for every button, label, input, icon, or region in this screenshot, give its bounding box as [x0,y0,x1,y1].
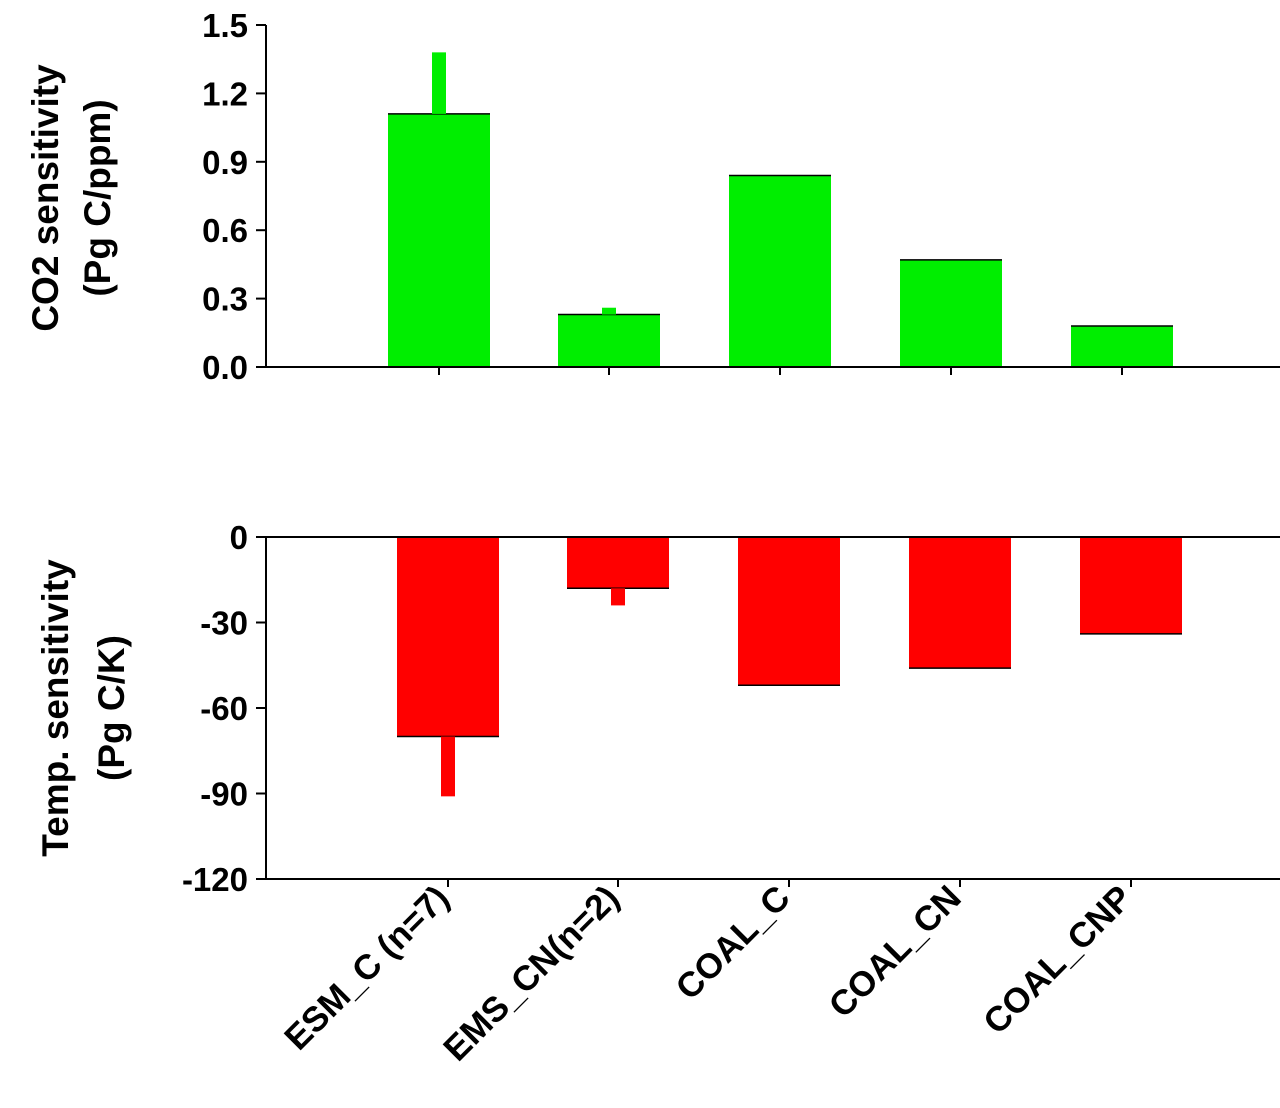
bar-coal-cnp [1080,537,1182,634]
co2-sensitivity-panel: 0.0 0.3 0.6 0.9 1.2 1.5 CO2 sensitivity (Pg C/p… [25,7,1280,386]
temp-sensitivity-panel: -120 -90 -60 -30 0 Temp. sensitivity (Pg C/K) [35,519,1280,898]
error-bar [441,736,455,797]
category-label: EMS_CN(n=2) [436,878,627,1069]
y-tick-label: -60 [200,690,248,727]
y-tick-label: -120 [182,861,248,898]
y-tick-label: 0 [230,519,248,556]
y-tick-label: 0.9 [202,144,248,181]
category-labels: ESM_C (n=7)EMS_CN(n=2) COAL_C COAL_CN COAL_… [277,878,1140,1069]
category-label: ESM_C (n=7) [277,878,457,1058]
error-bar [432,52,446,114]
y-tick-label: 1.5 [202,7,248,44]
y-axis-label: Temp. sensitivity [35,559,76,857]
category-label: COAL_CN [821,878,968,1025]
bar-coal-cn [900,259,1002,367]
y-axis-label: (Pg C/K) [91,635,132,781]
y-tick-label: 0.0 [202,349,248,386]
error-bar [611,588,625,606]
bar-coal-c [738,537,840,686]
error-bar [602,307,616,315]
y-tick-label: -90 [200,776,248,813]
bar-coal-cnp [1071,325,1173,367]
category-label: COAL_C [668,878,797,1007]
bar-coal-c [729,175,831,367]
bar-ems-cn-n-2- [558,314,660,367]
y-tick-label: 0.6 [202,212,248,249]
y-tick-label: 0.3 [202,281,248,318]
bar-coal-cn [909,537,1011,669]
y-axis-label: (Pg C/ppm) [77,99,118,296]
category-label: COAL_CNP [976,878,1140,1042]
y-tick-label: -30 [200,605,248,642]
bar-esm-c-n-7- [397,537,499,737]
y-tick-label: 1.2 [202,75,248,112]
y-axis-label: CO2 sensitivity [25,64,66,332]
bar-esm-c-n-7- [388,113,490,367]
bar-ems-cn-n-2- [567,537,669,589]
